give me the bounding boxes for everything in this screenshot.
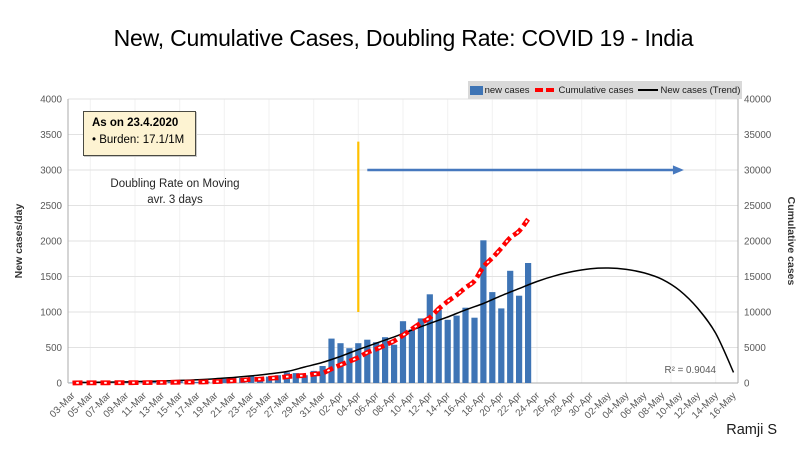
legend-label: new cases bbox=[484, 84, 530, 96]
legend-label: New cases (Trend) bbox=[660, 84, 741, 96]
svg-text:0: 0 bbox=[57, 378, 63, 389]
bar bbox=[221, 378, 228, 383]
new-cases-bars bbox=[69, 240, 532, 384]
bar bbox=[426, 294, 433, 384]
bar bbox=[408, 329, 415, 383]
r-squared-label: R² = 0.9044 bbox=[665, 365, 717, 376]
legend-item-dash: Cumulative cases bbox=[534, 84, 634, 96]
bar bbox=[373, 342, 380, 383]
bar bbox=[319, 366, 326, 383]
svg-text:35000: 35000 bbox=[744, 130, 772, 141]
asof-date-text: As on 23.4.2020 bbox=[92, 117, 179, 129]
doubling-rate-note: Doubling Rate on Moving avr. 3 days bbox=[84, 176, 266, 208]
bar bbox=[453, 315, 460, 383]
svg-text:1000: 1000 bbox=[40, 307, 62, 318]
bar bbox=[328, 338, 335, 383]
left-axis-ticks: 0 500 1000 1500 2000 2500 3000 3500 4000 bbox=[40, 94, 62, 389]
legend-item-bar: new cases bbox=[469, 84, 530, 96]
bar bbox=[399, 321, 407, 383]
svg-text:40000: 40000 bbox=[744, 94, 772, 105]
asof-callout: As on 23.4.2020 • Burden: 17.1/1M bbox=[83, 111, 197, 156]
timeline-arrow bbox=[367, 165, 684, 175]
bar bbox=[391, 344, 398, 383]
bar bbox=[489, 292, 496, 383]
line-legend-swatch bbox=[638, 89, 659, 91]
svg-text:25000: 25000 bbox=[744, 201, 772, 212]
cumulative-line bbox=[72, 217, 531, 386]
bar bbox=[507, 270, 514, 383]
bar bbox=[194, 381, 201, 383]
svg-text:2500: 2500 bbox=[40, 201, 62, 212]
right-axis-ticks: 0 5000 10000 15000 20000 25000 30000 35000 40000 bbox=[744, 94, 772, 389]
svg-text:4000: 4000 bbox=[40, 94, 62, 105]
bar bbox=[355, 343, 362, 383]
bar bbox=[498, 308, 505, 383]
bar bbox=[480, 240, 487, 383]
left-axis-title: New cases/day bbox=[13, 203, 25, 278]
bar bbox=[292, 373, 299, 383]
bar bbox=[248, 375, 255, 383]
svg-text:5000: 5000 bbox=[744, 343, 766, 354]
bar bbox=[382, 337, 389, 383]
svg-text:3000: 3000 bbox=[40, 165, 62, 176]
author-credit: Ramji S bbox=[726, 422, 777, 438]
bar bbox=[417, 318, 424, 383]
svg-text:3500: 3500 bbox=[40, 130, 62, 141]
chart-legend: new cases Cumulative cases New cases (Tren… bbox=[468, 81, 742, 99]
bar-legend-swatch bbox=[469, 85, 483, 95]
svg-text:20000: 20000 bbox=[744, 236, 772, 247]
svg-text:2000: 2000 bbox=[40, 236, 62, 247]
chart-title: New, Cumulative Cases, Doubling Rate: CO… bbox=[113, 25, 694, 51]
svg-text:500: 500 bbox=[46, 343, 63, 354]
bar bbox=[310, 370, 317, 383]
legend-label: Cumulative cases bbox=[558, 84, 634, 96]
bar bbox=[364, 339, 371, 383]
bar bbox=[435, 309, 442, 383]
bar bbox=[462, 307, 469, 383]
bar bbox=[149, 381, 156, 383]
bar bbox=[516, 295, 523, 383]
doubling-rate-line2: avr. 3 days bbox=[147, 194, 203, 207]
bar bbox=[471, 317, 478, 383]
doubling-rate-line1: Doubling Rate on Moving bbox=[110, 178, 240, 190]
bar bbox=[346, 348, 353, 383]
dash-legend-swatch bbox=[534, 88, 557, 92]
x-axis-ticks: 03-Mar05-Mar07-Mar09-Mar11-Mar13-Mar15-M… bbox=[48, 390, 739, 421]
svg-text:15000: 15000 bbox=[744, 272, 772, 283]
svg-text:30000: 30000 bbox=[744, 165, 772, 176]
svg-text:0: 0 bbox=[744, 378, 750, 389]
bar bbox=[301, 375, 308, 383]
bar bbox=[444, 319, 451, 383]
legend-item-line: New cases (Trend) bbox=[638, 85, 740, 96]
bar bbox=[525, 263, 532, 383]
svg-text:1500: 1500 bbox=[40, 272, 62, 283]
svg-text:10000: 10000 bbox=[744, 307, 772, 318]
right-axis-title: Cumulative cases bbox=[785, 197, 797, 286]
burden-text: • Burden: 17.1/1M bbox=[92, 134, 185, 147]
